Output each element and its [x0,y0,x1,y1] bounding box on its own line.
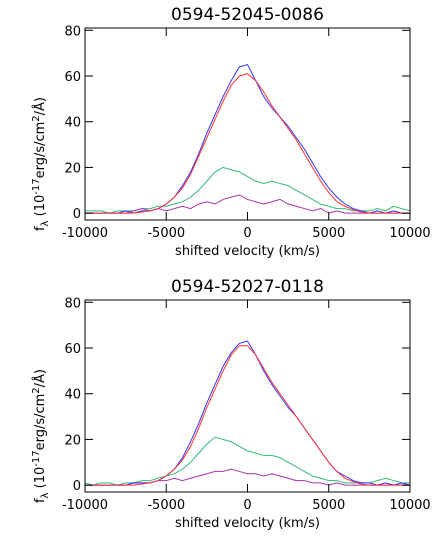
y-axis-label-part: erg/s/cm [33,122,48,179]
y-tick-label: 80 [64,24,81,39]
y-tick-label: 40 [64,388,81,403]
axis-box [84,27,411,221]
y-tick-label: 80 [64,296,81,311]
y-axis-label-part: (10 [33,467,48,493]
spectrum-line [85,194,410,214]
x-tick-label: 0 [243,498,251,513]
y-tick-label: 0 [73,479,81,494]
spectrum-line [85,340,410,486]
x-tick-label: 10000 [389,226,430,241]
x-tick-label: 5000 [312,498,345,513]
y-axis-label-part: λ [40,220,51,226]
x-tick-label: 5000 [312,226,345,241]
x-tick-label: -5000 [147,498,185,513]
x-axis-label: shifted velocity (km/s) [175,244,320,259]
y-axis-label: fλ​ (10-17​erg/s/cm2​/Å) [31,97,51,231]
panel: 0594-52027-0118 0 20 40 60 80 -10000 -5000 0 5000… [31,277,431,531]
y-axis-label: fλ​ (10-17​erg/s/cm2​/Å) [31,369,51,503]
spectrum-line [85,73,410,214]
panel: 0594-52045-0086 0 20 40 60 80 -10000 -5000 0 5000… [31,5,431,259]
y-axis-label-part: f [33,498,48,503]
y-tick-label: 60 [64,342,81,357]
x-tick-label: 10000 [389,498,430,513]
x-tick-label: -5000 [147,226,185,241]
x-axis-label: shifted velocity (km/s) [175,516,320,531]
y-axis-label-part: /Å) [32,97,48,115]
chart-title: 0594-52045-0086 [171,5,324,25]
y-axis-label-part: /Å) [32,369,48,387]
y-axis-label-part: -17 [31,178,42,194]
spectrum-line [85,436,410,486]
spectrum-line [85,166,410,214]
y-tick-label: 40 [64,116,81,131]
plot-area [85,340,410,486]
y-axis-label-part: λ [40,492,51,498]
chart-title: 0594-52027-0118 [171,277,324,297]
y-axis-label-part: f [33,226,48,231]
y-tick-label: 20 [64,433,81,448]
y-tick-label: 20 [64,161,81,176]
y-axis-label-part: 2 [31,115,42,121]
y-axis-label-part: (10 [33,195,48,221]
x-tick-label: 0 [243,226,251,241]
y-tick-label: 0 [73,207,81,222]
y-axis-label-part: 2 [31,387,42,393]
x-tick-label: -10000 [62,498,108,513]
y-axis-label-part: -17 [31,450,42,466]
axis-box [84,299,411,493]
x-tick-label: -10000 [62,226,108,241]
y-axis-label-part: erg/s/cm [33,394,48,451]
plot-area [85,63,410,214]
y-tick-label: 60 [64,70,81,85]
spectrum-line [85,63,410,214]
spectrum-line [85,345,410,486]
